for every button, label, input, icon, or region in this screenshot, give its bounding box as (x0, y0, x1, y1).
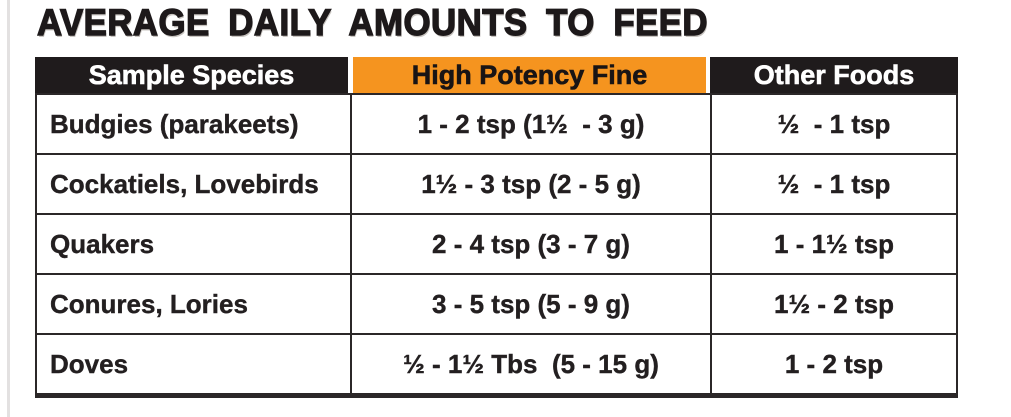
table-row-budgies: Budgies (parakeets) 1 - 2 tsp (1½ - 3 g)… (37, 95, 956, 153)
column-header-other-foods: Other Foods (710, 57, 958, 93)
other-foods-cell: 1 - 2 tsp (784, 348, 884, 379)
species-cell: Conures, Lories (37, 275, 352, 333)
high-potency-fine-cell: 2 - 4 tsp (3 - 7 g) (352, 215, 712, 273)
table-row-cockatiels-lovebirds: Cockatiels, Lovebirds 1½ - 3 tsp (2 - 5 … (37, 153, 956, 213)
high-potency-fine-cell: 3 - 5 tsp (5 - 9 g) (352, 275, 712, 333)
other-foods-cell: ½ - 1 tsp (777, 108, 891, 139)
table-row-conures-lories: Conures, Lories 3 - 5 tsp (5 - 9 g) 1½ -… (37, 273, 956, 333)
high-potency-fine-cell: 1 - 2 tsp (1½ - 3 g) (352, 95, 712, 153)
species-cell: Budgies (parakeets) (37, 95, 352, 153)
species-cell: Doves (37, 335, 352, 393)
column-header-high-potency-fine: High Potency Fine (353, 57, 706, 93)
feeding-amounts-table: Sample Species High Potency Fine Other F… (35, 57, 958, 398)
page-edge-artifact (7, 0, 10, 417)
table-body: Budgies (parakeets) 1 - 2 tsp (1½ - 3 g)… (35, 93, 958, 398)
other-foods-cell: 1 - 1½ tsp (774, 228, 894, 259)
header-gap (706, 57, 710, 93)
table-row-doves: Doves ½ - 1½ Tbs (5 - 15 g) 1 - 2 tsp (37, 333, 956, 393)
other-foods-cell: ½ - 1 tsp (777, 168, 891, 199)
column-header-sample-species: Sample Species (35, 57, 348, 93)
header-gap (348, 57, 353, 93)
high-potency-fine-cell: 1½ - 3 tsp (2 - 5 g) (352, 155, 712, 213)
other-foods-cell: 1½ - 2 tsp (774, 288, 894, 319)
high-potency-fine-cell: ½ - 1½ Tbs (5 - 15 g) (352, 335, 712, 393)
species-cell: Quakers (37, 215, 352, 273)
page-title: AVERAGE DAILY AMOUNTS TO FEED (36, 1, 709, 43)
species-cell: Cockatiels, Lovebirds (37, 155, 352, 213)
table-header-row: Sample Species High Potency Fine Other F… (35, 57, 958, 93)
table-row-quakers: Quakers 2 - 4 tsp (3 - 7 g) 1 - 1½ tsp (37, 213, 956, 273)
